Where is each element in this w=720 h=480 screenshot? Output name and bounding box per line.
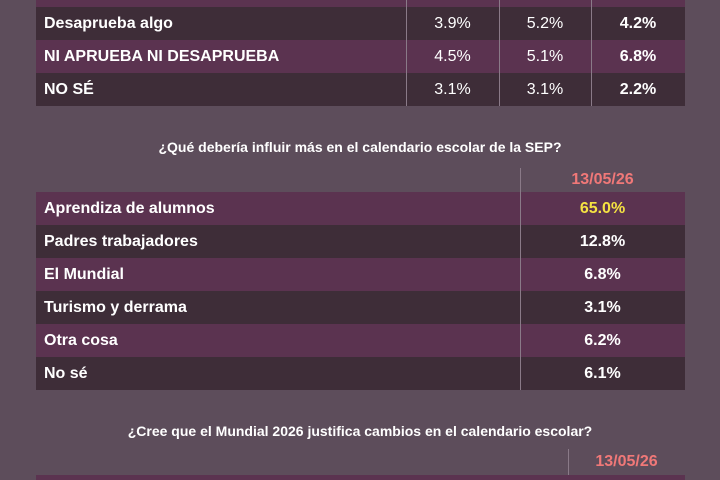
value-cell: 3.1% [434, 80, 471, 98]
influence-table: Aprendiza de alumnos 65.0% Padres trabaj… [36, 192, 685, 390]
table-row [36, 475, 685, 480]
value-cell: 65.0% [579, 199, 626, 217]
row-label: Aprendiza de alumnos [44, 199, 215, 217]
row-label: Turismo y derrama [44, 298, 187, 316]
question-title: ¿Cree que el Mundial 2026 justifica camb… [127, 423, 593, 439]
table-row: NI APRUEBA NI DESAPRUEBA 4.5% 5.1% 6.8% [36, 40, 685, 73]
row-label: Desaprueba algo [44, 14, 173, 32]
value-cell: 6.2% [584, 331, 621, 349]
table-row: Padres trabajadores 12.8% [36, 225, 685, 258]
value-cell: 4.2% [619, 14, 657, 32]
date-header: 13/05/26 [571, 171, 634, 188]
row-label: Otra cosa [44, 331, 118, 349]
table-row: No sé 6.1% [36, 357, 685, 390]
question-title: ¿Qué debería influir más en el calendari… [158, 139, 562, 155]
value-cell: 6.1% [584, 364, 621, 382]
value-cell: 3.1% [526, 80, 564, 98]
table-row [36, 0, 685, 7]
row-label: No sé [44, 364, 88, 382]
table-row: NO SÉ 3.1% 3.1% 2.2% [36, 73, 685, 106]
table-row: Desaprueba algo 3.9% 5.2% 4.2% [36, 7, 685, 40]
value-cell: 5.1% [526, 47, 564, 65]
row-label: NI APRUEBA NI DESAPRUEBA [44, 47, 280, 65]
table-row: Otra cosa 6.2% [36, 324, 685, 357]
value-cell: 4.5% [434, 47, 471, 65]
table-row: El Mundial 6.8% [36, 258, 685, 291]
value-cell: 6.8% [619, 47, 657, 65]
value-cell: 2.2% [619, 80, 657, 98]
value-cell: 3.1% [584, 298, 621, 316]
value-cell: 3.9% [434, 14, 471, 32]
value-cell: 5.2% [526, 14, 564, 32]
row-label: NO SÉ [44, 80, 94, 98]
value-cell: 12.8% [579, 232, 626, 250]
row-label: El Mundial [44, 265, 124, 283]
date-header: 13/05/26 [595, 453, 658, 470]
row-label: Padres trabajadores [44, 232, 198, 250]
value-cell: 6.8% [584, 265, 621, 283]
table-row: Turismo y derrama 3.1% [36, 291, 685, 324]
approval-table: Desaprueba algo 3.9% 5.2% 4.2% NI APRUEB… [36, 0, 685, 106]
table-row: Aprendiza de alumnos 65.0% [36, 192, 685, 225]
